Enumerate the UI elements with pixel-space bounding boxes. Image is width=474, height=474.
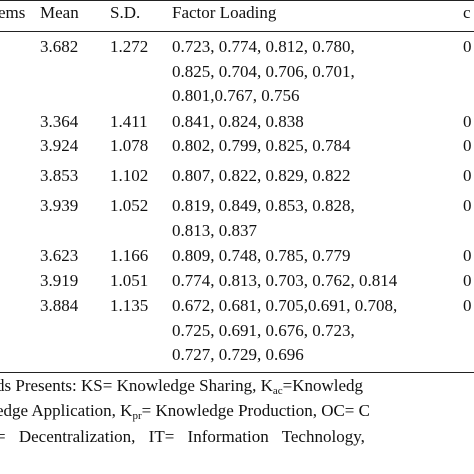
footnote-text: ds Presents: KS= Knowledge Sharing, K bbox=[0, 376, 273, 395]
loading-line: 0.841, 0.824, 0.838 bbox=[172, 112, 304, 131]
mean-cell: 3.919 bbox=[40, 271, 79, 290]
footnote-text: = Decentralization, IT= Information Tech… bbox=[0, 427, 365, 446]
sd-cell: 1.078 bbox=[110, 136, 149, 155]
loading-line: 0.723, 0.774, 0.812, 0.780, bbox=[172, 37, 355, 56]
loading-line: 0.727, 0.729, 0.696 bbox=[172, 345, 304, 364]
right-cell: 0 bbox=[463, 37, 472, 56]
header-cell: Mean bbox=[40, 3, 79, 22]
footnote-text: = Knowledge Production, OC= C bbox=[141, 401, 370, 420]
header-cell: Factor Loading bbox=[172, 3, 277, 22]
mean-cell: 3.682 bbox=[40, 37, 79, 56]
loading-line: 0.801,0.767, 0.756 bbox=[172, 86, 300, 105]
header-rule bbox=[0, 31, 474, 32]
subscript: ac bbox=[272, 385, 283, 397]
sd-cell: 1.052 bbox=[110, 196, 149, 215]
loading-line: 0.813, 0.837 bbox=[172, 220, 257, 240]
header-cell: S.D. bbox=[110, 3, 141, 22]
mean-cell: 3.853 bbox=[40, 166, 79, 185]
loading-line: 0.802, 0.799, 0.825, 0.784 bbox=[172, 136, 351, 155]
header-cell: ems bbox=[0, 3, 26, 22]
loading-line: 0.825, 0.704, 0.706, 0.701, bbox=[172, 61, 355, 81]
bottom-rule bbox=[0, 372, 474, 373]
loading-line: 0.819, 0.849, 0.853, 0.828, bbox=[172, 196, 355, 215]
mean-cell: 3.623 bbox=[40, 246, 79, 265]
footnote-line: ds Presents: KS= Knowledge Sharing, Kac=… bbox=[0, 376, 363, 401]
footnote-text: =Knowledg bbox=[282, 376, 364, 395]
mean-cell: 3.924 bbox=[40, 136, 79, 155]
footnote-line: edge Application, Kpr= Knowledge Product… bbox=[0, 401, 370, 426]
right-cell: 0 bbox=[463, 246, 472, 265]
right-cell: 0 bbox=[463, 271, 472, 290]
loading-line: 0.672, 0.681, 0.705,0.691, 0.708, bbox=[172, 296, 398, 315]
sd-cell: 1.102 bbox=[110, 166, 149, 185]
right-cell: 0 bbox=[463, 166, 472, 185]
subscript: pr bbox=[132, 410, 142, 422]
mean-cell: 3.939 bbox=[40, 196, 79, 215]
loading-line: 0.725, 0.691, 0.676, 0.723, bbox=[172, 320, 355, 340]
right-cell: 0 bbox=[463, 136, 472, 155]
header-cell: c bbox=[463, 3, 471, 22]
sd-cell: 1.051 bbox=[110, 271, 149, 290]
sd-cell: 1.135 bbox=[110, 296, 149, 315]
loading-line: 0.809, 0.748, 0.785, 0.779 bbox=[172, 246, 351, 265]
right-cell: 0 bbox=[463, 112, 472, 131]
mean-cell: 3.884 bbox=[40, 296, 79, 315]
loading-line: 0.807, 0.822, 0.829, 0.822 bbox=[172, 166, 351, 185]
right-cell: 0 bbox=[463, 196, 472, 215]
sd-cell: 1.411 bbox=[110, 112, 148, 131]
right-cell: 0 bbox=[463, 296, 472, 315]
sd-cell: 1.166 bbox=[110, 246, 149, 265]
loading-line: 0.774, 0.813, 0.703, 0.762, 0.814 bbox=[172, 271, 398, 290]
mean-cell: 3.364 bbox=[40, 112, 79, 131]
footnote-line: = Decentralization, IT= Information Tech… bbox=[0, 427, 365, 447]
footnote-text: edge Application, K bbox=[0, 401, 133, 420]
sd-cell: 1.272 bbox=[110, 37, 149, 56]
top-rule bbox=[0, 0, 474, 1]
